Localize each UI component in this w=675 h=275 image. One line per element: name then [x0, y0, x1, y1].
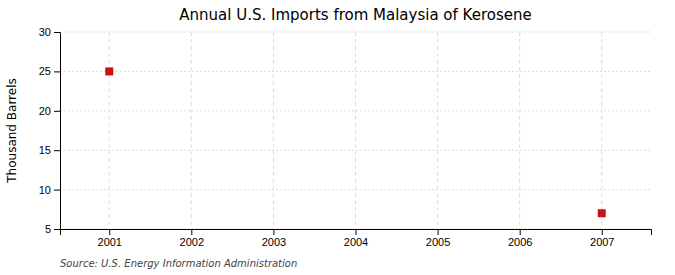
y-tick-label: 15: [39, 144, 51, 156]
x-tick-label: 2001: [98, 236, 122, 248]
x-tick-label: 2005: [426, 236, 450, 248]
y-tick-label: 10: [39, 184, 51, 196]
y-tick-label: 30: [39, 26, 51, 38]
x-tick: 2004: [344, 229, 368, 248]
y-tick: 30: [39, 26, 60, 38]
y-tick-mark: [54, 111, 60, 112]
grid: [60, 32, 651, 229]
y-tick-label: 5: [45, 223, 51, 235]
x-tick-label: 2002: [180, 236, 204, 248]
y-axis-label: Thousand Barrels: [5, 78, 19, 183]
plot-area: 2001 2002 2003 2004 2005 2006 2007 5 10 15 20 25 30: [39, 26, 652, 248]
x-tick-label: 2003: [262, 236, 286, 248]
y-tick-mark: [54, 71, 60, 72]
x-tick-mark: [191, 229, 192, 235]
x-grid-line: [601, 32, 602, 229]
chart: 2001 2002 2003 2004 2005 2006 2007 5 10 15 20 25 30 A…: [0, 0, 675, 275]
point: [598, 209, 606, 217]
y-tick-mark: [54, 150, 60, 151]
x-tick: 2002: [180, 229, 204, 248]
point: [105, 67, 113, 75]
y-axis: 5 10 15 20 25 30: [39, 26, 61, 235]
x-grid-line: [109, 32, 110, 229]
x-tick-mark: [520, 229, 521, 235]
x-grid-line: [519, 32, 520, 229]
x-tick-mark: [356, 229, 357, 235]
y-grid-line: [60, 71, 651, 72]
y-tick: 5: [45, 223, 60, 235]
source-note: Source: U.S. Energy Information Administ…: [60, 258, 297, 269]
y-tick: 25: [39, 65, 60, 77]
title: Annual U.S. Imports from Malaysia of Ker…: [179, 6, 531, 24]
y-tick-label: 20: [39, 105, 51, 117]
x-tick-mark: [273, 229, 274, 235]
y-grid-line: [60, 150, 651, 151]
x-tick-mark: [602, 229, 603, 235]
x-tick: 2006: [508, 229, 532, 248]
y-tick-mark: [54, 190, 60, 191]
x-grid-line: [437, 32, 438, 229]
x-grid-line: [273, 32, 274, 229]
x-tick: 2001: [98, 229, 122, 248]
x-tick-label: 2006: [508, 236, 532, 248]
y-axis-line: [54, 33, 61, 230]
y-tick-mark: [54, 229, 60, 230]
x-tick: 2007: [590, 229, 614, 248]
x-grid-line: [355, 32, 356, 229]
x-grid-line: [191, 32, 192, 229]
x-tick-label: 2004: [344, 236, 368, 248]
marks: [105, 67, 606, 217]
x-tick-label: 2007: [590, 236, 614, 248]
x-axis: 2001 2002 2003 2004 2005 2006 2007: [61, 229, 652, 248]
x-tick-mark: [109, 229, 110, 235]
y-tick-label: 25: [39, 65, 51, 77]
x-tick-mark: [438, 229, 439, 235]
y-tick: 15: [39, 144, 60, 156]
y-tick-mark: [54, 32, 60, 33]
x-tick: 2005: [426, 229, 450, 248]
y-tick: 20: [39, 105, 60, 117]
x-tick: 2003: [262, 229, 286, 248]
x-axis-line: [61, 230, 652, 236]
y-tick: 10: [39, 184, 60, 196]
